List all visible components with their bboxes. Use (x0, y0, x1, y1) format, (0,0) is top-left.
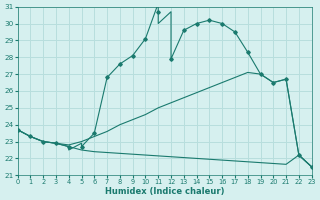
X-axis label: Humidex (Indice chaleur): Humidex (Indice chaleur) (105, 187, 224, 196)
